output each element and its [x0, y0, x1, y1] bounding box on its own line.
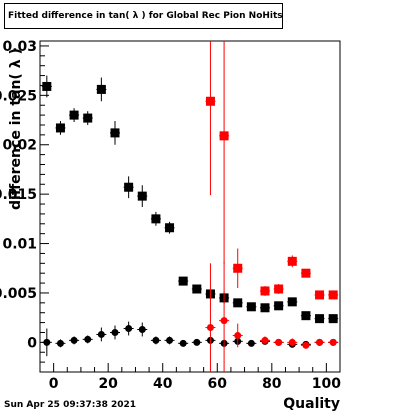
data-point-square — [315, 290, 325, 300]
data-point-square — [260, 303, 270, 313]
data-point-square — [96, 84, 106, 94]
title-box: Fitted difference in tan( λ ) for Global… — [4, 3, 283, 29]
data-point-square — [315, 314, 325, 324]
data-point-circle — [302, 341, 310, 349]
data-point-circle — [166, 336, 174, 344]
data-point-square — [233, 298, 243, 308]
data-point-square — [124, 182, 134, 192]
data-point-square — [110, 128, 120, 138]
x-tick-label: 20 — [98, 376, 118, 392]
data-point-circle — [138, 326, 146, 334]
y-axis-label: difference in tan( λ ) — [8, 48, 24, 210]
data-point-circle — [56, 339, 64, 347]
data-point-circle — [193, 338, 201, 346]
data-point-square — [328, 290, 338, 300]
data-point-square — [69, 110, 79, 120]
timestamp: Sun Apr 25 09:37:38 2021 — [4, 400, 137, 410]
plot-frame — [39, 40, 341, 373]
data-point-square — [42, 81, 52, 91]
data-point-square — [260, 286, 270, 296]
y-tick-label: 0.015 — [0, 187, 37, 203]
data-point-circle — [179, 339, 187, 347]
data-point-circle — [125, 325, 133, 333]
data-point-circle — [329, 338, 337, 346]
data-point-circle — [206, 324, 214, 332]
data-point-square — [219, 131, 229, 141]
data-point-circle — [70, 336, 78, 344]
data-point-circle — [261, 336, 269, 344]
data-point-square — [328, 314, 338, 324]
x-tick-label: 100 — [312, 376, 341, 392]
data-point-square — [274, 301, 284, 311]
data-point-square — [83, 113, 93, 123]
y-tick-label: 0 — [27, 335, 37, 351]
data-point-circle — [234, 331, 242, 339]
data-point-circle — [97, 330, 105, 338]
axes: 0 20 40 60 80 100 0 0.005 0.01 0.015 0.02 0.025 0.03 — [0, 39, 341, 392]
data-point-square — [233, 263, 243, 273]
y-tick-label: 0.03 — [2, 39, 37, 55]
data-point-square — [137, 191, 147, 201]
data-point-circle — [220, 317, 228, 325]
data-point-circle — [275, 338, 283, 346]
data-point-circle — [247, 339, 255, 347]
data-point-square — [178, 276, 188, 286]
x-tick-label: 80 — [262, 376, 282, 392]
data-point-square — [287, 256, 297, 266]
data-point-square — [301, 268, 311, 278]
data-marks — [41, 41, 339, 372]
data-point-circle — [288, 338, 296, 346]
data-point-circle — [152, 336, 160, 344]
x-tick-label: 40 — [153, 376, 173, 392]
data-point-circle — [111, 328, 119, 336]
data-point-square — [287, 297, 297, 307]
y-tick-label: 0.005 — [0, 286, 37, 302]
x-tick-label: 60 — [208, 376, 228, 392]
data-point-square — [165, 223, 175, 233]
x-tick-label: 0 — [49, 376, 59, 392]
y-tick-label: 0.01 — [2, 237, 37, 253]
data-point-square — [55, 123, 65, 133]
data-point-circle — [43, 338, 51, 346]
data-point-circle — [84, 335, 92, 343]
data-point-square — [205, 96, 215, 106]
y-tick-label: 0.02 — [2, 138, 37, 154]
chart-title: Fitted difference in tan( λ ) for Global… — [8, 11, 283, 21]
data-point-square — [192, 284, 202, 294]
data-point-square — [274, 284, 284, 294]
data-point-square — [151, 214, 161, 224]
y-tick-label: 0.025 — [0, 88, 37, 104]
data-point-circle — [316, 338, 324, 346]
x-axis-label: Quality — [283, 396, 340, 412]
data-point-square — [301, 311, 311, 321]
data-point-square — [246, 302, 256, 312]
